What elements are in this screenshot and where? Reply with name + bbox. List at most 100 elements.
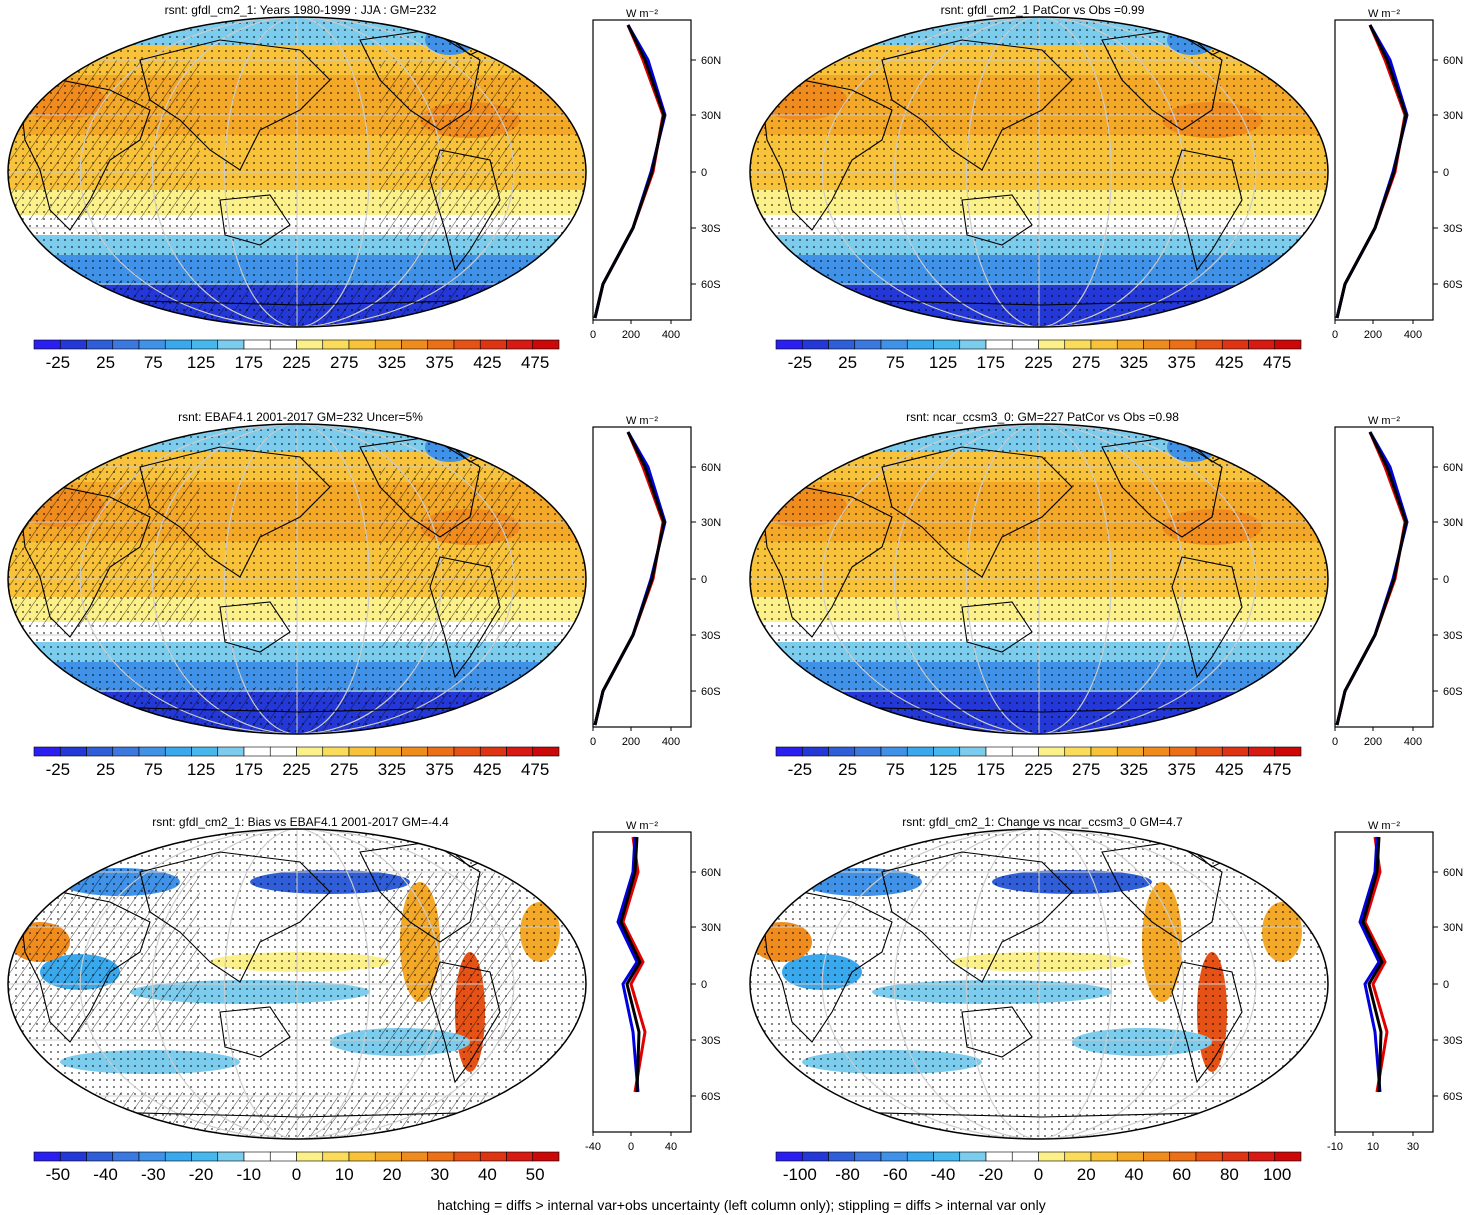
colorbar-label: 425 (1215, 353, 1243, 372)
colorbar-swatch (322, 1151, 350, 1162)
colorbar-swatch (348, 1151, 376, 1162)
colorbar-swatch (427, 1151, 455, 1162)
colorbar-label: -50 (46, 1165, 71, 1184)
profile-x-label: 200 (1364, 329, 1382, 341)
profile-lat-label: 60N (1443, 867, 1463, 879)
profile-lat-label: 30S (701, 1035, 721, 1047)
colorbar-swatch (1038, 339, 1066, 350)
profile-x-label: 10 (1367, 1141, 1379, 1153)
colorbar-swatch (1011, 1151, 1039, 1162)
zonal-profile: W m⁻² 60N 30N 0 30S 60S 0 200 400 (590, 8, 721, 341)
colorbar-label: 80 (1220, 1165, 1239, 1184)
footer-note: hatching = diffs > internal var+obs unce… (437, 1197, 1046, 1213)
colorbar-swatch (933, 1151, 961, 1162)
colorbar-swatch (401, 1151, 429, 1162)
profile-curve (619, 836, 642, 1093)
colorbar-label: 100 (1263, 1165, 1291, 1184)
colorbar-label: 175 (977, 760, 1005, 779)
colorbar-label: -25 (788, 353, 813, 372)
colorbar-label: 325 (1120, 760, 1148, 779)
colorbar-label: -30 (141, 1165, 166, 1184)
colorbar-swatch (854, 746, 882, 757)
colorbar-label: 175 (235, 353, 263, 372)
profile-curve (593, 431, 666, 726)
profile-lat-label: 0 (701, 574, 707, 586)
colorbar-swatch (1090, 339, 1118, 350)
profile-lat-label: 0 (1443, 979, 1449, 991)
profile-unit: W m⁻² (1368, 820, 1400, 832)
profile-lat-label: 0 (701, 167, 707, 179)
colorbar-swatch (401, 746, 429, 757)
colorbar-swatch (59, 339, 87, 350)
profile-lat-label: 60S (1443, 686, 1463, 698)
panel-title-6: rsnt: gfdl_cm2_1: Change vs ncar_ccsm3_0… (902, 815, 1183, 829)
colorbar-swatch (1116, 1151, 1144, 1162)
colorbar-label: 175 (235, 760, 263, 779)
colorbar-swatch (269, 339, 297, 350)
map-border (749, 16, 1329, 328)
profile-lat-label: 30N (701, 110, 721, 122)
colorbar-label: 225 (282, 353, 310, 372)
panel-gfdl-patcor: -25 25 75 125 175 225 275 325 375 425 475 W m⁻² 60N 3… (749, 8, 1463, 372)
profile-lat-label: 30S (701, 223, 721, 235)
colorbar-swatch (1248, 339, 1276, 350)
colorbar-label: 425 (473, 760, 501, 779)
colorbar-swatch (296, 339, 324, 350)
profile-lat-label: 30N (1443, 110, 1463, 122)
profile-lat-label: 30S (1443, 1035, 1463, 1047)
colorbar-label: 75 (144, 353, 163, 372)
colorbar-swatch (138, 1151, 166, 1162)
map-border (7, 423, 587, 735)
panel-gfdl-climatology: -25 25 75 125 175 225 275 325 375 425 475 W m⁻² 60N 3… (7, 8, 721, 372)
colorbar-swatch (959, 339, 987, 350)
profile-lat-label: 60S (1443, 279, 1463, 291)
colorbar-swatch (1011, 339, 1039, 350)
colorbar-label: -40 (931, 1165, 956, 1184)
profile-lat-label: 60S (1443, 1091, 1463, 1103)
colorbar-swatch (33, 339, 61, 350)
colorbar-label: 25 (96, 760, 115, 779)
profile-lat-label: 30N (701, 517, 721, 529)
colorbar-label: 60 (1172, 1165, 1191, 1184)
colorbar-swatch (427, 339, 455, 350)
colorbar-swatch (854, 1151, 882, 1162)
panel-title-5: rsnt: gfdl_cm2_1: Bias vs EBAF4.1 2001-2… (152, 815, 449, 829)
colorbar-swatch (775, 339, 803, 350)
colorbar-label: 425 (1215, 760, 1243, 779)
panel-title-3: rsnt: EBAF4.1 2001-2017 GM=232 Uncer=5% (178, 410, 423, 424)
colorbar-swatch (374, 339, 402, 350)
colorbar-swatch (138, 746, 166, 757)
colorbar-label: 10 (335, 1165, 354, 1184)
colorbar-swatch (801, 1151, 829, 1162)
colorbar-swatch (269, 1151, 297, 1162)
colorbar-swatch (1116, 746, 1144, 757)
profile-x-label: 0 (1332, 736, 1338, 748)
profile-lat-label: 60N (1443, 462, 1463, 474)
panel-change: -100 -80 -60 -40 -20 0 20 40 60 80 100 W m⁻² 60N 30N 0… (749, 820, 1463, 1184)
colorbar-swatch (1274, 339, 1302, 350)
colorbar-swatch (985, 746, 1013, 757)
colorbar-label: -80 (835, 1165, 860, 1184)
colorbar-label: 475 (521, 353, 549, 372)
colorbar-label: 475 (521, 760, 549, 779)
profile-lat-label: 60S (701, 686, 721, 698)
colorbar-swatch (269, 746, 297, 757)
colorbar-swatch (479, 1151, 507, 1162)
colorbar-label: -20 (189, 1165, 214, 1184)
colorbar-swatch (86, 1151, 114, 1162)
colorbar-swatch (532, 1151, 560, 1162)
colorbar-swatch (933, 746, 961, 757)
colorbar-swatch (112, 746, 140, 757)
colorbar-swatch (775, 1151, 803, 1162)
colorbar-swatch (1195, 339, 1223, 350)
colorbar-swatch (348, 339, 376, 350)
colorbar-swatch (164, 339, 192, 350)
colorbar-label: 475 (1263, 760, 1291, 779)
colorbar-swatch (906, 1151, 934, 1162)
colorbar-swatch (1169, 746, 1197, 757)
colorbar-swatch (801, 746, 829, 757)
colorbar-swatch (296, 746, 324, 757)
colorbar-swatch (1064, 746, 1092, 757)
zonal-profile: W m⁻² 60N 30N 0 30S 60S 0 200 400 (1332, 415, 1463, 748)
colorbar-swatch (1011, 746, 1039, 757)
